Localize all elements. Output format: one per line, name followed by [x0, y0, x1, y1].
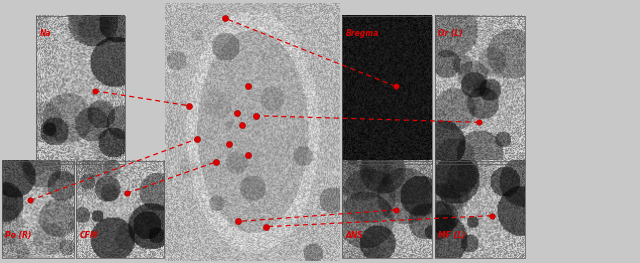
Text: Or (L): Or (L): [438, 28, 463, 38]
Text: Bregma: Bregma: [346, 28, 379, 38]
Text: CFM: CFM: [79, 231, 98, 240]
Text: Na: Na: [40, 28, 52, 38]
Text: MF (L): MF (L): [438, 231, 466, 240]
Text: ANS: ANS: [346, 231, 364, 240]
Text: Po (R): Po (R): [5, 231, 31, 240]
